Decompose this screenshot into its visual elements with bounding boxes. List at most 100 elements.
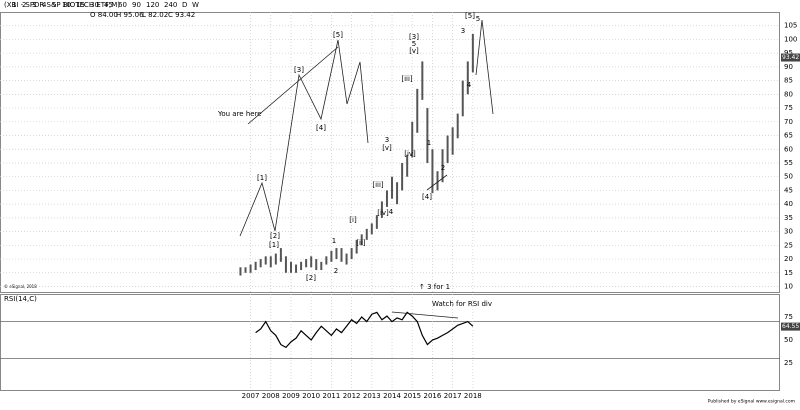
y-tick-label: 40: [784, 200, 793, 208]
quote: L 82.02: [142, 11, 168, 19]
copyright: © eSignal, 2018: [4, 284, 37, 289]
y-tick-label: 10: [784, 283, 793, 291]
x-tick-label: 2007: [242, 392, 260, 400]
y-tick-label: 25: [784, 359, 793, 367]
x-tick-label: 2015: [403, 392, 421, 400]
wave-label: 4: [389, 208, 394, 216]
trend-line: [247, 46, 339, 125]
toolbar-button[interactable]: 2: [22, 1, 26, 9]
y-tick-label: 70: [784, 118, 793, 126]
toolbar-button[interactable]: 90: [132, 1, 141, 9]
rsi-line: [255, 311, 474, 349]
y-tick-label: 35: [784, 214, 793, 222]
wave-label: You are here: [217, 110, 262, 118]
last-value-box: [781, 322, 800, 331]
toolbar-button[interactable]: 5: [52, 1, 56, 9]
footer: Published by eSignal www.esignal.com: [708, 399, 795, 405]
y-tick-label: 100: [784, 35, 797, 43]
wave-label: [iii]: [401, 75, 413, 83]
toolbar-button[interactable]: D: [182, 1, 187, 9]
x-tick-label: 2014: [383, 392, 401, 400]
x-tick-label: 2016: [424, 392, 442, 400]
x-tick-label: 2013: [363, 392, 381, 400]
y-tick-label: 105: [784, 22, 797, 30]
toolbar-button[interactable]: 1: [12, 1, 16, 9]
toolbar-button[interactable]: 240: [164, 1, 177, 9]
y-tick-label: 50: [784, 173, 793, 181]
toolbar-button[interactable]: 120: [146, 1, 159, 9]
wave-label: 2: [334, 267, 338, 275]
rsi-title: RSI(14,C): [4, 295, 37, 303]
x-tick-label: 2009: [282, 392, 300, 400]
y-tick-label: 15: [784, 269, 793, 277]
wave-label: [3]: [409, 33, 419, 41]
y-tick-label: 60: [784, 145, 793, 153]
trend-line: [426, 174, 448, 191]
y-tick-label: 65: [784, 132, 793, 140]
wave-label: [2]: [306, 274, 316, 282]
y-tick-label: 85: [784, 77, 793, 85]
toolbar-button[interactable]: 30: [90, 1, 99, 9]
quote: H 95.06: [116, 11, 144, 19]
toolbar-button[interactable]: 15: [76, 1, 85, 9]
wave-label: 5: [412, 40, 416, 48]
last-value-box: [781, 53, 800, 62]
y-tick-label: 80: [784, 90, 793, 98]
wave-label: [iv]: [404, 150, 416, 158]
last-value-label: 64.55: [782, 323, 799, 330]
x-tick-label: 2012: [343, 392, 361, 400]
y-tick-label: 55: [784, 159, 793, 167]
x-tick-label: 2018: [464, 392, 482, 400]
toolbar-button[interactable]: W: [192, 1, 199, 9]
rsi-divergence-line: [391, 311, 459, 319]
chart-title: (XBI - SPDR S&P BIOTECH ETF,M): [4, 1, 120, 9]
toolbar-button[interactable]: 10: [62, 1, 71, 9]
wave-label: [v]: [409, 47, 419, 55]
wave-projection: [239, 39, 369, 237]
wave-label: [i]: [349, 216, 357, 224]
y-tick-label: 75: [784, 313, 793, 321]
wave-label: [iii]: [372, 181, 384, 189]
wave-label: 1: [332, 237, 336, 245]
toolbar-button[interactable]: 45: [104, 1, 113, 9]
wave-label: [iv]: [377, 209, 389, 217]
wave-label: [4]: [422, 193, 432, 201]
toolbar-button[interactable]: 60: [118, 1, 127, 9]
y-tick-label: 45: [784, 186, 793, 194]
y-tick-label: 30: [784, 228, 793, 236]
wave-label: [v]: [382, 144, 392, 152]
wave-label: [2]: [270, 232, 280, 240]
toolbar-button[interactable]: 3: [32, 1, 36, 9]
projection-lines: [239, 19, 494, 319]
x-tick-label: 2011: [322, 392, 340, 400]
wave-label: [4]: [316, 124, 326, 132]
wave-projection: [475, 19, 494, 115]
x-tick-label: 2010: [302, 392, 320, 400]
price-panel: [0, 12, 780, 293]
y-tick-label: 50: [784, 336, 793, 344]
wave-label: [3]: [294, 66, 304, 74]
wave-label: 3: [385, 136, 389, 144]
wave-label: [1]: [269, 241, 279, 249]
quote: O 84.00: [90, 11, 118, 19]
quote: C 93.42: [168, 11, 195, 19]
x-tick-label: 2017: [444, 392, 462, 400]
wave-label: [5]: [465, 12, 475, 20]
annotation: Watch for RSI div: [432, 300, 492, 308]
y-tick-label: 90: [784, 63, 793, 71]
rsi-panel: [0, 294, 780, 391]
x-tick-label: 2008: [262, 392, 280, 400]
wave-label: [5]: [333, 31, 343, 39]
y-tick-label: 20: [784, 255, 793, 263]
toolbar-button[interactable]: 4: [42, 1, 47, 9]
wave-label: 5: [476, 15, 480, 23]
last-value-label: 93.42: [782, 54, 799, 61]
y-tick-label: 75: [784, 104, 793, 112]
wave-label: [1]: [257, 174, 267, 182]
y-tick-label: 25: [784, 241, 793, 249]
wave-label: [ii]: [356, 239, 366, 247]
y-tick-label: 95: [784, 49, 793, 57]
wave-label: 1: [427, 139, 431, 147]
